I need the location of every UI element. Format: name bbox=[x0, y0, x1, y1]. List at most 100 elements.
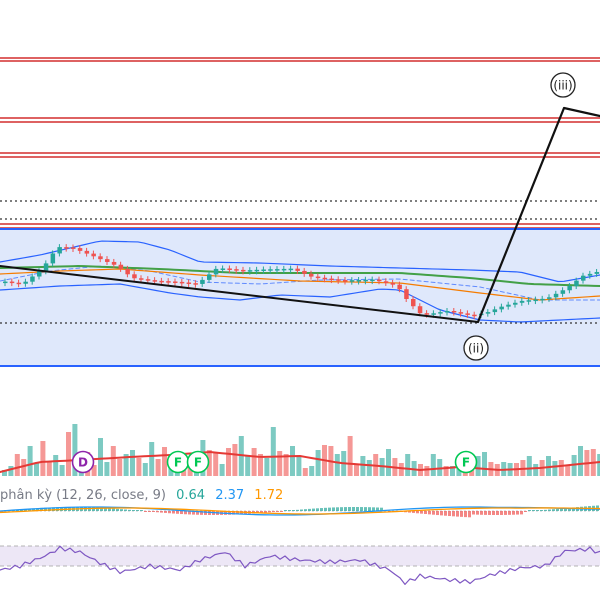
candle bbox=[288, 268, 294, 271]
macd-hist-bar bbox=[356, 507, 359, 511]
candle bbox=[451, 311, 457, 313]
macd-hist-bar bbox=[472, 511, 475, 515]
macd-hist-bar bbox=[264, 511, 267, 513]
macd-hist-bar bbox=[108, 508, 111, 511]
macd-hist-bar bbox=[536, 510, 539, 511]
candle bbox=[356, 279, 362, 282]
macd-hist-bar bbox=[200, 511, 203, 515]
macd-hist-bar bbox=[192, 511, 195, 515]
candle bbox=[492, 309, 498, 313]
candle bbox=[594, 271, 600, 274]
macd-hist-bar bbox=[348, 507, 351, 511]
candle bbox=[241, 269, 246, 272]
macd-hist-bar bbox=[344, 507, 347, 511]
bollinger-upper bbox=[0, 240, 600, 283]
candle bbox=[472, 314, 477, 317]
resistance-lines bbox=[0, 57, 600, 229]
macd-hist-bar bbox=[144, 511, 147, 512]
volume-bar bbox=[91, 465, 97, 476]
candle bbox=[349, 280, 355, 282]
candle bbox=[43, 263, 49, 272]
candle bbox=[553, 293, 559, 298]
volume-bar bbox=[72, 424, 78, 476]
macd-hist-bar bbox=[276, 511, 279, 512]
macd-hist-bar bbox=[260, 511, 263, 513]
volume-bar bbox=[334, 454, 340, 476]
candle bbox=[417, 306, 423, 314]
macd-hist-bar bbox=[132, 510, 135, 511]
signal-marker bbox=[186, 450, 210, 474]
macd-hist-bar bbox=[548, 509, 551, 511]
signal-marker-label: D bbox=[78, 456, 88, 470]
macd-hist-bar bbox=[100, 507, 103, 511]
candle bbox=[485, 312, 491, 314]
volume-bar bbox=[482, 452, 487, 476]
macd-hist-bar bbox=[500, 511, 503, 515]
macd-hist-bar bbox=[380, 507, 383, 511]
macd-hist-bar bbox=[340, 507, 343, 511]
candle bbox=[370, 279, 375, 282]
volume-bar bbox=[302, 468, 308, 476]
candle bbox=[506, 304, 511, 307]
macd-hist-bar bbox=[308, 508, 311, 511]
macd-legend: phân kỳ (12, 26, close, 9) 0.64 2.37 1.7… bbox=[0, 488, 289, 503]
macd-hist-bar bbox=[112, 508, 115, 511]
macd-hist-bar bbox=[448, 511, 451, 517]
ma-green bbox=[0, 265, 600, 287]
volume-bar bbox=[59, 465, 65, 476]
macd-hist-bar bbox=[568, 507, 571, 511]
candle bbox=[533, 299, 538, 302]
candle bbox=[207, 274, 212, 280]
macd-hist-bar bbox=[272, 511, 275, 512]
volume-bar bbox=[226, 448, 231, 476]
signal-value: 2.37 bbox=[215, 488, 245, 503]
candle bbox=[173, 281, 178, 283]
candle bbox=[411, 298, 416, 307]
ma-orange bbox=[0, 268, 600, 301]
macd-hist-bar bbox=[116, 508, 119, 511]
candle bbox=[247, 270, 253, 272]
candle bbox=[261, 269, 266, 271]
macd-hist-bar bbox=[96, 507, 99, 511]
macd-hist-bar bbox=[328, 507, 331, 511]
macd-hist-bar bbox=[196, 511, 199, 515]
wave-label-ii-circle bbox=[463, 335, 489, 361]
macd-hist-bar bbox=[456, 511, 459, 517]
macd-hist-bar bbox=[320, 508, 323, 511]
volume-bar bbox=[155, 459, 161, 476]
volume-bar bbox=[424, 466, 430, 476]
macd-hist-bar bbox=[376, 507, 379, 511]
macd-hist-bar bbox=[232, 511, 235, 515]
macd-hist-bar bbox=[32, 508, 35, 511]
volume-bar bbox=[123, 454, 129, 476]
signal-marker-label: F bbox=[194, 456, 202, 470]
candle bbox=[329, 278, 334, 281]
macd-hist-bar bbox=[364, 507, 367, 511]
volume-bar bbox=[162, 447, 167, 476]
candle bbox=[77, 248, 83, 251]
macd-hist-bar bbox=[204, 511, 207, 515]
macd-hist-bar bbox=[476, 511, 479, 515]
macd-hist-bar bbox=[332, 507, 335, 511]
macd-hist-bar bbox=[444, 511, 447, 516]
volume-bar bbox=[360, 456, 366, 476]
volume-bar bbox=[130, 450, 135, 476]
candle bbox=[431, 313, 436, 315]
macd-hist-bar bbox=[484, 511, 487, 515]
candle bbox=[105, 259, 110, 262]
volume-bar bbox=[142, 463, 148, 476]
candle bbox=[499, 306, 504, 310]
bollinger-lower bbox=[0, 283, 600, 323]
histogram-value: 1.72 bbox=[254, 488, 284, 503]
volume-bar bbox=[450, 466, 455, 476]
rsi-band bbox=[0, 546, 600, 566]
candle bbox=[519, 300, 525, 303]
volume-bar bbox=[443, 466, 449, 476]
candle bbox=[574, 280, 579, 287]
volume-bar bbox=[104, 462, 110, 476]
price-indicators bbox=[0, 240, 600, 323]
rsi-pane bbox=[0, 545, 600, 585]
candle bbox=[458, 312, 464, 314]
